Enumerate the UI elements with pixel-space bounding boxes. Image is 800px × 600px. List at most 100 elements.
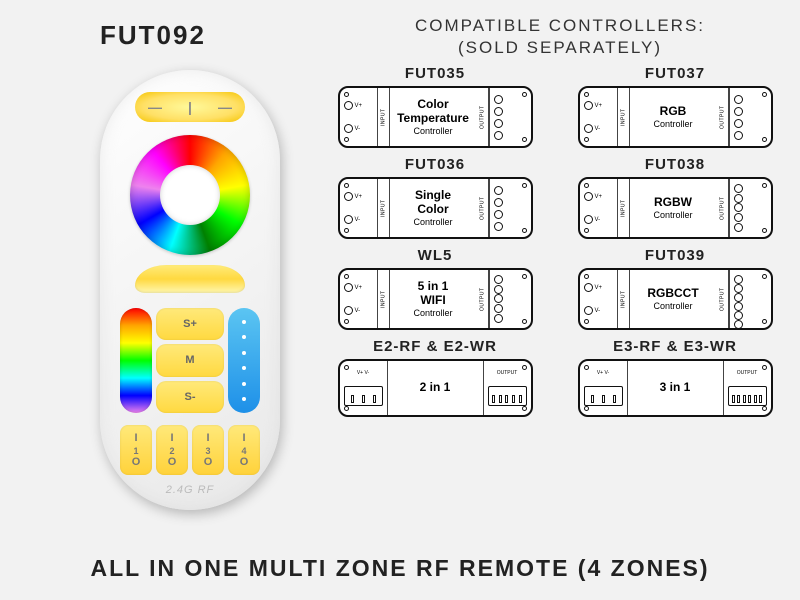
zone-2-button[interactable]: I 2O xyxy=(156,425,188,475)
controller-name: SingleColorController xyxy=(390,179,477,237)
screw-hole-icon xyxy=(344,319,349,324)
controller-label: FUT038 xyxy=(570,156,780,173)
screw-hole-icon xyxy=(522,92,527,97)
screw-hole-icon xyxy=(344,274,349,279)
controller-name: 5 in 1WIFIController xyxy=(390,270,477,328)
minus-icon: — xyxy=(148,99,162,115)
output-label: OUTPUT xyxy=(477,179,489,237)
screw-hole-icon xyxy=(762,228,767,233)
screw-hole-icon xyxy=(344,406,349,411)
output-label: OUTPUT xyxy=(477,88,489,146)
controller-item: FUT035V+V-INPUTColorTemperatureControlle… xyxy=(330,65,540,148)
controller-diagram: V+V-INPUT5 in 1WIFIControllerOUTPUT xyxy=(338,268,533,330)
mid-panel: S+ M S- xyxy=(120,308,260,413)
zone-on-icon: I xyxy=(134,432,137,444)
speed-down-button[interactable]: S- xyxy=(156,381,224,413)
divider-icon: | xyxy=(188,99,192,115)
controller-label: FUT037 xyxy=(570,65,780,82)
zone-1-button[interactable]: I 1O xyxy=(120,425,152,475)
zone-4-button[interactable]: I 4O xyxy=(228,425,260,475)
controller-diagram: V+V-INPUTRGBControllerOUTPUT xyxy=(578,86,773,148)
controller-name: RGBWController xyxy=(630,179,717,237)
product-code: FUT092 xyxy=(100,20,206,51)
screw-hole-icon xyxy=(522,274,527,279)
zone-on-icon: I xyxy=(206,432,209,444)
output-label: OUTPUT xyxy=(717,179,729,237)
controller-item: FUT038 V+V-INPUTRGBWControllerOUTPUT xyxy=(570,156,780,239)
controller-label: E2-RF & E2-WR xyxy=(330,338,540,355)
controller-label: E3-RF & E3-WR xyxy=(570,338,780,355)
compat-line1: COMPATIBLE CONTROLLERS: xyxy=(415,16,705,35)
screw-hole-icon xyxy=(762,183,767,188)
controller-name: RGBCCTController xyxy=(630,270,717,328)
controller-item: E2-RF & E2-WR V+ V-2 in 1OUTPUT xyxy=(330,338,540,417)
zone-off-icon: O xyxy=(240,456,249,468)
input-label: INPUT xyxy=(618,179,630,237)
controller-label: FUT039 xyxy=(570,247,780,264)
zone-number: 1 xyxy=(133,446,138,456)
controller-label: FUT036 xyxy=(330,156,540,173)
screw-hole-icon xyxy=(344,137,349,142)
screw-hole-icon xyxy=(762,274,767,279)
zone-off-icon: O xyxy=(168,456,177,468)
zone-number: 3 xyxy=(205,446,210,456)
zone-number: 2 xyxy=(169,446,174,456)
output-label: OUTPUT xyxy=(717,270,729,328)
screw-hole-icon xyxy=(344,365,349,370)
color-wheel[interactable] xyxy=(130,135,250,255)
screw-hole-icon xyxy=(344,228,349,233)
footer-title: ALL IN ONE MULTI ZONE RF REMOTE (4 ZONES… xyxy=(0,555,800,582)
input-label: INPUT xyxy=(618,270,630,328)
brightness-strip[interactable] xyxy=(228,308,260,413)
screw-hole-icon xyxy=(522,183,527,188)
screw-hole-icon xyxy=(344,183,349,188)
controller-label: FUT035 xyxy=(330,65,540,82)
compat-line2: (SOLD SEPARATELY) xyxy=(458,38,662,57)
remote-brand-label: 2.4G RF xyxy=(100,484,280,496)
screw-hole-icon xyxy=(584,319,589,324)
white-arc-button[interactable] xyxy=(135,265,245,293)
controller-diagram: V+V-INPUTRGBWControllerOUTPUT xyxy=(578,177,773,239)
screw-hole-icon xyxy=(584,228,589,233)
compat-header: COMPATIBLE CONTROLLERS: (SOLD SEPARATELY… xyxy=(350,15,770,59)
input-label: INPUT xyxy=(378,88,390,146)
controllers-grid: FUT035V+V-INPUTColorTemperatureControlle… xyxy=(330,65,780,417)
input-label: INPUT xyxy=(378,179,390,237)
zone-on-icon: I xyxy=(242,432,245,444)
screw-hole-icon xyxy=(762,92,767,97)
zone-number: 4 xyxy=(241,446,246,456)
screw-hole-icon xyxy=(584,92,589,97)
screw-hole-icon xyxy=(584,274,589,279)
output-label: OUTPUT xyxy=(477,270,489,328)
controller-item: FUT036V+V-INPUTSingleColorControllerOUTP… xyxy=(330,156,540,239)
zone-off-icon: O xyxy=(132,456,141,468)
screw-hole-icon xyxy=(584,183,589,188)
output-label: OUTPUT xyxy=(717,88,729,146)
screw-hole-icon xyxy=(522,365,527,370)
controller-diagram: V+V-INPUTRGBCCTControllerOUTPUT xyxy=(578,268,773,330)
mode-button[interactable]: M xyxy=(156,344,224,376)
screw-hole-icon xyxy=(522,319,527,324)
screw-hole-icon xyxy=(762,319,767,324)
screw-hole-icon xyxy=(522,137,527,142)
zone-3-button[interactable]: I3O xyxy=(192,425,224,475)
controller-item: FUT039 V+V-INPUTRGBCCTControllerOUTPUT xyxy=(570,247,780,330)
screw-hole-icon xyxy=(584,137,589,142)
screw-hole-icon xyxy=(522,406,527,411)
power-bar[interactable]: — | — xyxy=(135,92,245,122)
zone-on-icon: I xyxy=(170,432,173,444)
speed-up-button[interactable]: S+ xyxy=(156,308,224,340)
screw-hole-icon xyxy=(762,365,767,370)
input-label: INPUT xyxy=(618,88,630,146)
screw-hole-icon xyxy=(762,137,767,142)
controller-name: 2 in 1 xyxy=(388,361,483,415)
screw-hole-icon xyxy=(344,92,349,97)
controller-diagram: V+ V-3 in 1OUTPUT xyxy=(578,359,773,417)
input-label: INPUT xyxy=(378,270,390,328)
saturation-strip[interactable] xyxy=(120,308,152,413)
controller-diagram: V+ V-2 in 1OUTPUT xyxy=(338,359,533,417)
zone-row: I1OI2OI3OI4O xyxy=(120,425,260,475)
controller-item: FUT037 V+V-INPUTRGBControllerOUTPUT xyxy=(570,65,780,148)
controller-name: RGBController xyxy=(630,88,717,146)
screw-hole-icon xyxy=(584,406,589,411)
